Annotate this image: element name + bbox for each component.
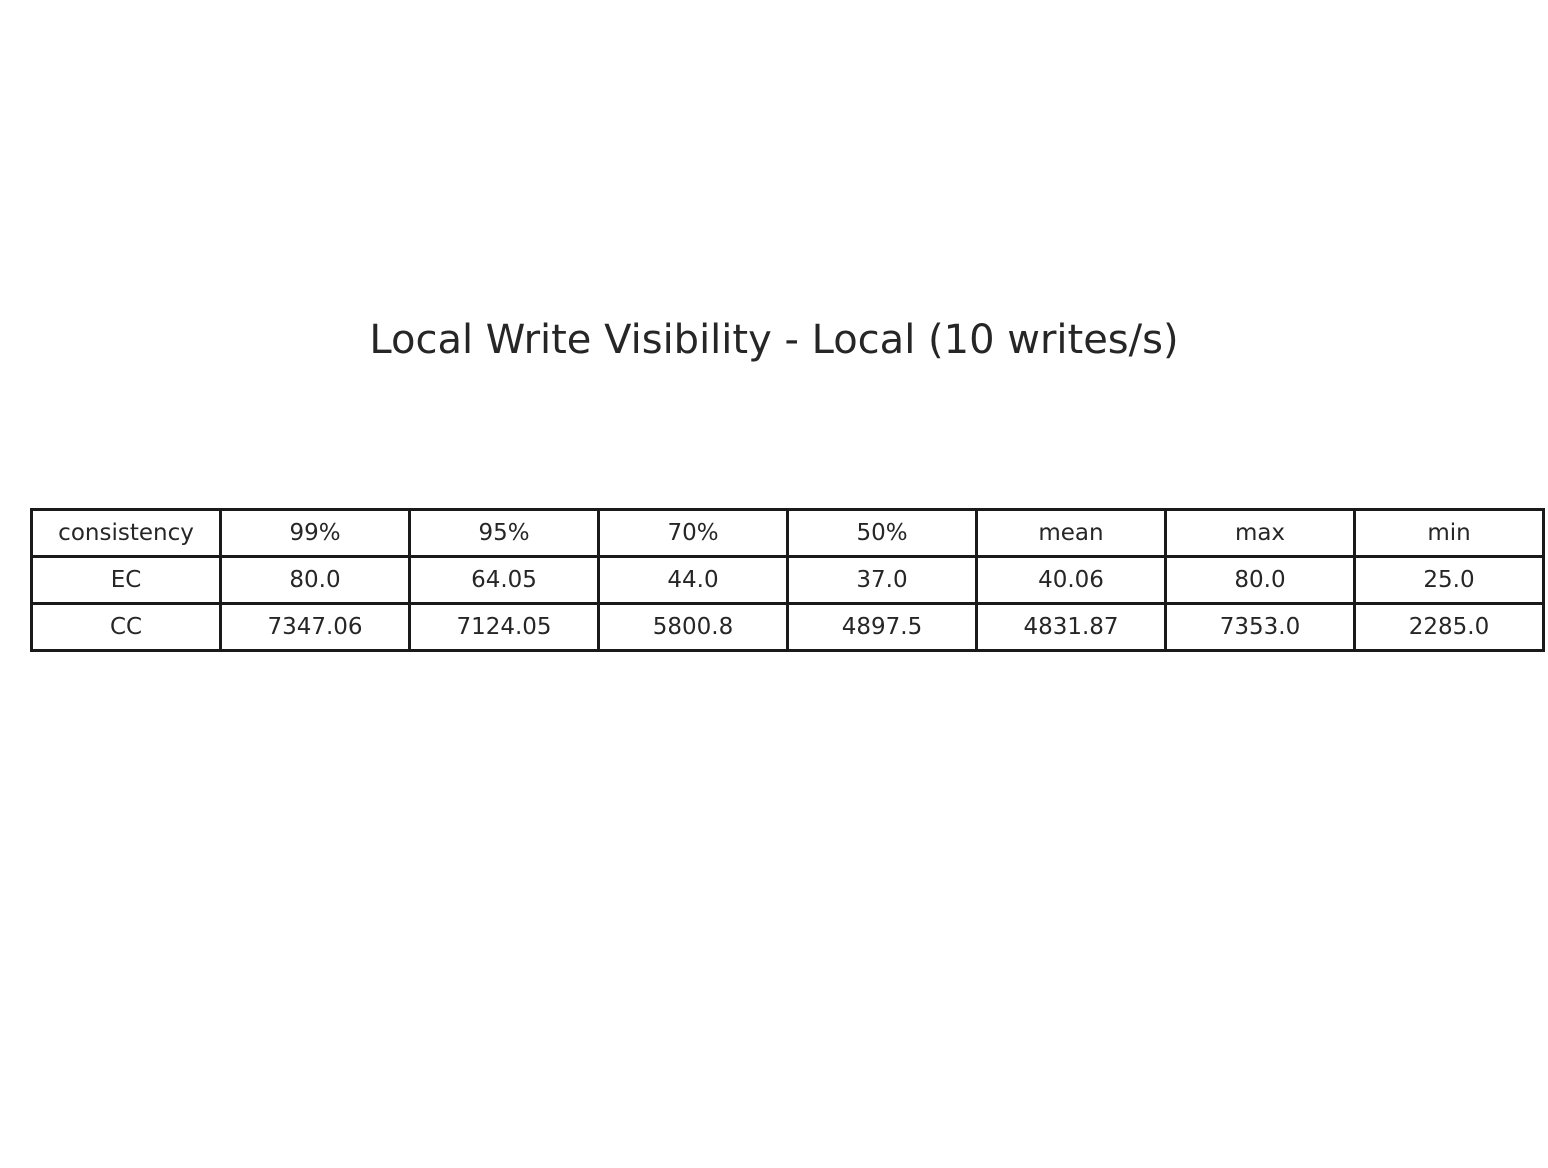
table-cell: 37.0	[786, 555, 978, 605]
table-cell: CC	[30, 602, 222, 652]
table-cell: 25.0	[1353, 555, 1545, 605]
table-cell: 4897.5	[786, 602, 978, 652]
table-cell: 64.05	[408, 555, 600, 605]
table-cell: 40.06	[975, 555, 1167, 605]
table-cell: 80.0	[1164, 555, 1356, 605]
table-cell: 44.0	[597, 555, 789, 605]
table-cell: EC	[30, 555, 222, 605]
data-table: consistency 99% 95% 70% 50% mean max min EC 80.0 6…	[30, 508, 1545, 652]
table-header-row: consistency 99% 95% 70% 50% mean max min	[30, 508, 1545, 558]
table-cell: 2285.0	[1353, 602, 1545, 652]
chart-title: Local Write Visibility - Local (10 write…	[369, 317, 1179, 363]
table-header-cell: 70%	[597, 508, 789, 558]
table-cell: 7353.0	[1164, 602, 1356, 652]
table-header-cell: min	[1353, 508, 1545, 558]
table-cell: 7347.06	[219, 602, 411, 652]
table-row: EC 80.0 64.05 44.0 37.0 40.06 80.0 25.0	[30, 555, 1545, 605]
table-row: CC 7347.06 7124.05 5800.8 4897.5 4831.87 7353.…	[30, 602, 1545, 652]
table-cell: 5800.8	[597, 602, 789, 652]
table-header-cell: 99%	[219, 508, 411, 558]
table-header-cell: consistency	[30, 508, 222, 558]
table-header-cell: mean	[975, 508, 1167, 558]
table-header-cell: max	[1164, 508, 1356, 558]
table-cell: 7124.05	[408, 602, 600, 652]
table-header-cell: 95%	[408, 508, 600, 558]
table-cell: 4831.87	[975, 602, 1167, 652]
table-header-cell: 50%	[786, 508, 978, 558]
table-cell: 80.0	[219, 555, 411, 605]
